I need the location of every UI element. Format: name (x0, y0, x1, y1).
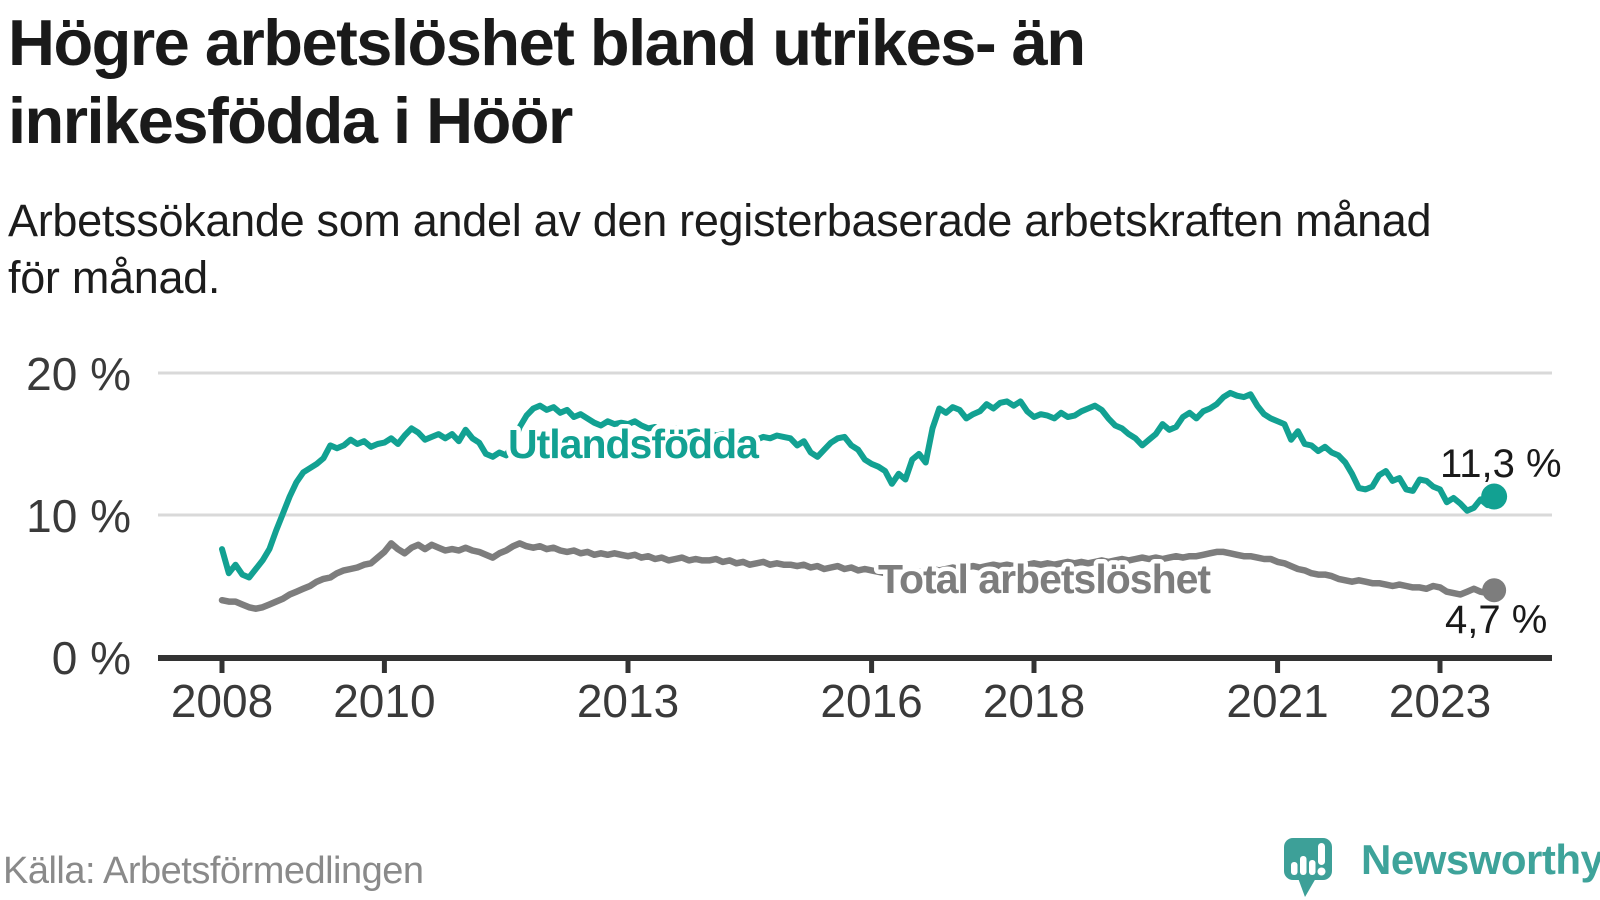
x-tick-label-2016: 2016 (820, 675, 922, 727)
bar-icon-tall (1300, 856, 1307, 875)
newsworthy-logo-text: Newsworthy (1361, 836, 1600, 883)
newsworthy-speech-bubble-icon (1284, 838, 1332, 897)
x-tick-label-2021: 2021 (1226, 675, 1328, 727)
chart-title-line-1: Högre arbetslöshet bland utrikes- än (8, 6, 1086, 79)
series-line-total (218, 540, 1498, 612)
bar-icon-medium (1309, 860, 1316, 875)
x-tick-label-2010: 2010 (333, 675, 435, 727)
y-tick-label-10: 10 % (26, 490, 131, 542)
series-label-total: Total arbetslöshet (878, 556, 1211, 602)
chart-subtitle: Arbetssökande som andel av den registerb… (8, 192, 1432, 306)
newsworthy-logo[interactable]: Newsworthy (1283, 837, 1600, 899)
chart-title: Högre arbetslöshet bland utrikes- än inr… (8, 4, 1086, 160)
source-label: Källa: Arbetsförmedlingen (3, 850, 424, 892)
chart-title-line-2: inrikesfödda i Höör (8, 84, 573, 157)
x-tick-label-2008: 2008 (171, 675, 273, 727)
end-value-label-utlandsfodda: 11,3 % (1440, 442, 1562, 486)
chart-subtitle-line-1: Arbetssökande som andel av den registerb… (8, 195, 1432, 246)
y-tick-label-0: 0 % (52, 632, 131, 684)
end-dot-utlandsfodda (1481, 483, 1508, 510)
series-label-utlandsfodda: Utlandsfödda (508, 421, 760, 467)
y-tick-label-20: 20 % (26, 348, 131, 400)
exclamation-dot-icon (1317, 867, 1326, 876)
exclamation-bar-icon (1318, 843, 1325, 865)
series-line-utlandsfodda (219, 389, 1498, 581)
speech-bubble-tail (1298, 878, 1316, 897)
end-dot-total (1482, 578, 1507, 603)
end-value-label-total: 4,7 % (1445, 598, 1547, 642)
x-tick-label-2023: 2023 (1389, 675, 1491, 727)
chart-subtitle-line-2: för månad. (8, 252, 221, 303)
x-tick-label-2018: 2018 (983, 675, 1085, 727)
bar-icon-short (1291, 862, 1298, 875)
line-chart-canvas: 2008 2010 2013 2016 2018 2021 2023 20 % 10 % 0 % U… (26, 348, 1562, 727)
x-tick-label-2013: 2013 (577, 675, 679, 727)
